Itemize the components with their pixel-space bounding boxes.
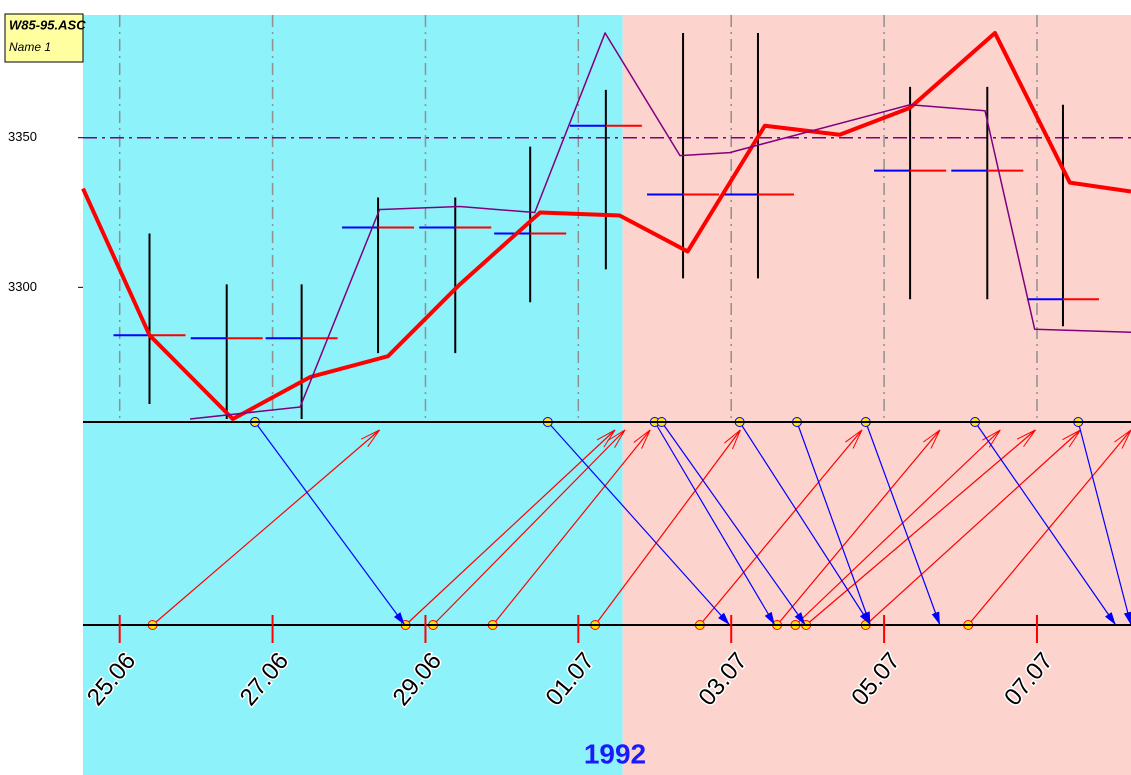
series-line	[189, 32, 1131, 420]
arrow	[865, 429, 1081, 626]
arrow	[254, 421, 406, 626]
arrow	[594, 430, 741, 626]
arrow	[432, 430, 625, 626]
arrow	[152, 429, 380, 626]
arrow	[699, 430, 863, 626]
arrow	[492, 430, 651, 626]
arrow	[1077, 421, 1131, 626]
arrow	[865, 421, 941, 626]
series-line	[81, 30, 1131, 422]
x-axis-title: 1992	[584, 738, 646, 769]
arrows	[147, 417, 1131, 630]
y-tick-label: 3300	[8, 279, 37, 294]
arrow	[967, 430, 1131, 626]
grid	[83, 15, 1131, 422]
arrow	[776, 430, 941, 626]
legend-background	[4, 13, 84, 63]
legend-box: W85-95.ASC Name 1	[4, 13, 86, 63]
legend-label: W85-95.ASC	[9, 17, 86, 32]
marks	[81, 30, 1131, 422]
arrow	[405, 429, 615, 626]
arrow	[974, 421, 1117, 626]
backgrounds	[83, 15, 1131, 775]
arrow	[796, 421, 871, 626]
arrow	[805, 429, 1035, 626]
arrow	[795, 430, 1000, 626]
arrow	[661, 421, 806, 626]
arrow	[739, 421, 871, 626]
arrow	[654, 421, 776, 626]
region	[622, 15, 1131, 775]
region	[83, 15, 623, 775]
arrow	[547, 421, 731, 626]
legend-label: Name 1	[9, 40, 51, 54]
y-tick-label: 3350	[8, 129, 37, 144]
